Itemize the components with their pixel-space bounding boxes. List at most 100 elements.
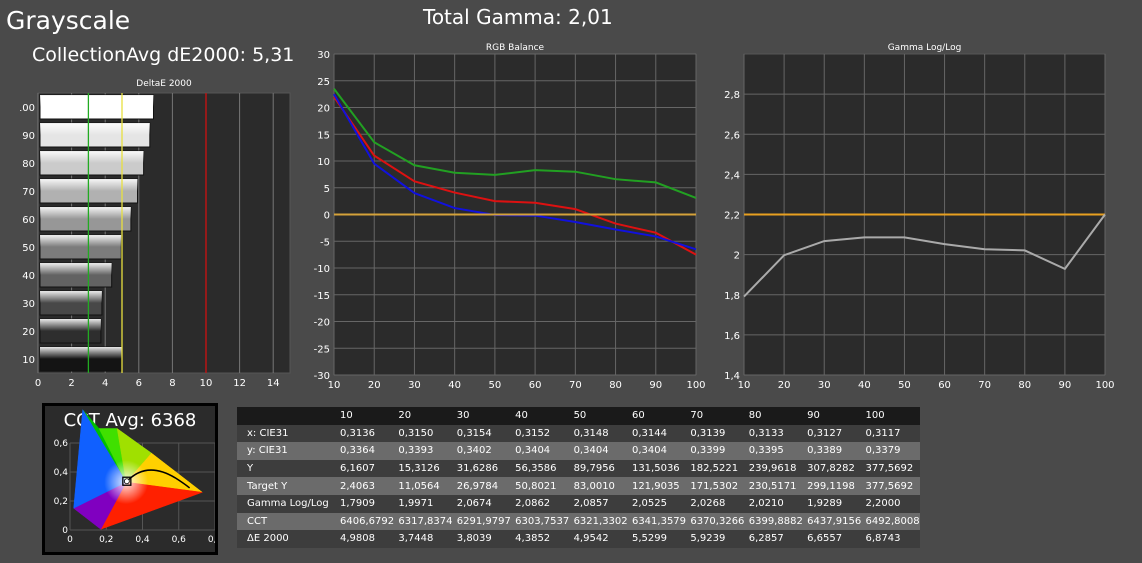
x-tick-label: 4 (102, 378, 108, 389)
table-cell: 83,0010 (569, 477, 628, 495)
column-header: 70 (686, 407, 745, 425)
chart-title: RGB Balance (486, 43, 545, 53)
table-cell: 2,2000 (861, 494, 920, 513)
table-cell: 0,3404 (569, 442, 628, 460)
rgb-balance-chart: RGB Balance302520151050-5-10-15-20-25-30… (314, 43, 706, 391)
y-tick-label: 2,2 (724, 211, 740, 222)
total-gamma: Total Gamma: 2,01 (423, 5, 613, 29)
x-tick-label: 30 (408, 380, 421, 391)
x-tick-label: 30 (818, 380, 831, 391)
table-cell: 1,9971 (394, 494, 453, 513)
table-cell: 6317,8374 (394, 512, 453, 531)
table-row: x: CIE31 0,3136 0,3150 0,3154 0,3152 0,3148 0,… (237, 424, 920, 443)
table-cell: 0,3404 (627, 442, 687, 460)
table-cell: 0,3127 (803, 424, 862, 443)
chart-title: Gamma Log/Log (888, 43, 962, 53)
row-label: Gamma Log/Log (237, 494, 336, 513)
bar-highlight (40, 235, 122, 259)
cie-chromaticity-chart: 0,6 0,4 0,2 00 0,2 0,4 0,6 0,8 (54, 408, 215, 545)
table-cell: 26,9784 (452, 477, 512, 495)
table-cell: 6399,8882 (744, 512, 804, 531)
row-label: ΔE 2000 (237, 530, 336, 548)
table-cell: 4,9542 (569, 530, 628, 548)
table-cell: 6492,8008 (861, 512, 920, 531)
x-tick-label: 0,6 (172, 535, 187, 545)
table-cell: 6341,3579 (627, 512, 687, 531)
table-cell: 2,0525 (627, 494, 687, 513)
y-tick-label: 70 (22, 187, 35, 198)
y-tick-label: 10 (317, 157, 330, 168)
x-tick-label: 90 (649, 380, 662, 391)
column-header: 10 (336, 407, 395, 425)
x-tick-label: 0,8 (208, 535, 215, 545)
table-cell: 171,5302 (686, 477, 745, 495)
table-cell: 2,0862 (511, 494, 570, 513)
y-tick-label: 0,2 (54, 497, 68, 507)
x-tick-label: 80 (609, 380, 622, 391)
x-tick-label: 60 (938, 380, 951, 391)
x-tick-label: 12 (233, 378, 246, 389)
gamma-chart: Gamma Log/Log 2,8 2,6 2,4 2,2 2 1,8 1,6 1,410 20 3… (724, 43, 1114, 391)
table-cell: 0,3154 (452, 424, 512, 443)
column-header: 90 (803, 407, 862, 425)
y-tick-label: 5 (324, 184, 330, 195)
table-row: y: CIE31 0,3364 0,3393 0,3402 0,3404 0,3404 0,… (237, 442, 920, 460)
measurement-table: 10 20 30 40 50 60 70 80 90 100 x: CIE31 0,3136 0,315… (237, 407, 920, 548)
y-tick-label: 30 (22, 299, 35, 310)
page-title: Grayscale (6, 6, 131, 35)
table-cell: 0,3152 (511, 424, 570, 443)
table-cell: 6,2857 (744, 530, 804, 548)
table-cell: 0,3150 (394, 424, 453, 443)
x-tick-label: 70 (978, 380, 991, 391)
table-cell: 6321,3302 (569, 512, 628, 531)
row-label: Target Y (237, 477, 336, 495)
table-row: Gamma Log/Log 1,7909 1,9971 2,0674 2,0862 2,0… (237, 494, 920, 513)
x-tick-label: 10 (200, 378, 213, 389)
y-tick-label: 90 (22, 131, 35, 142)
table-row: Target Y 2,4063 11,0564 26,9784 50,8021 83,00… (237, 477, 920, 495)
table-cell: 299,1198 (803, 477, 862, 495)
x-tick-label: 20 (778, 380, 791, 391)
column-header: 20 (394, 407, 453, 425)
x-tick-label: 60 (529, 380, 542, 391)
table-cell: 6291,9797 (452, 512, 512, 531)
y-tick-label: -10 (314, 264, 330, 275)
y-tick-label: 50 (22, 243, 35, 254)
table-cell: 2,0857 (569, 494, 628, 513)
table-header: 10 20 30 40 50 60 70 80 90 100 (237, 407, 920, 425)
table-cell: 2,0674 (452, 494, 512, 513)
x-tick-label: 10 (738, 380, 751, 391)
y-tick-label: 10 (22, 355, 35, 366)
x-tick-label: 70 (569, 380, 582, 391)
y-tick-label: -15 (314, 291, 330, 302)
average-delta-e: CollectionAvg dE2000: 5,31 (32, 44, 295, 66)
table-cell: 2,4063 (336, 477, 395, 495)
table-cell: 5,9239 (686, 530, 745, 548)
column-header: 30 (452, 407, 512, 425)
table-cell: 15,3126 (394, 459, 453, 478)
table-cell: 31,6286 (452, 459, 512, 478)
table-cell: 0,3404 (511, 442, 570, 460)
y-tick-label: 2,8 (724, 90, 740, 101)
table-cell: 6,6557 (803, 530, 862, 548)
measured-point (122, 476, 132, 486)
x-tick-label: 100 (686, 380, 705, 391)
y-tick-label: 100 (20, 103, 35, 114)
y-tick-label: 0 (62, 526, 68, 536)
x-tick-label: 80 (1018, 380, 1031, 391)
table-cell: 307,8282 (803, 459, 862, 478)
row-label: x: CIE31 (237, 424, 336, 443)
cct-panel: CCT Avg: 6368 0,60,40,2000,20,40,60,8 (42, 403, 218, 555)
series-line (333, 88, 697, 199)
x-tick-label: 8 (169, 378, 175, 389)
bar-highlight (40, 95, 154, 119)
table-cell: 377,5692 (861, 459, 920, 478)
table-cell: 131,5036 (627, 459, 687, 478)
bar-highlight (40, 207, 131, 231)
table-cell: 0,3379 (861, 442, 920, 460)
table-cell: 0,3389 (803, 442, 862, 460)
table-cell: 0,3393 (394, 442, 453, 460)
y-tick-label: 1,4 (724, 371, 740, 382)
y-tick-label: 0,6 (54, 439, 69, 449)
y-tick-label: 15 (317, 130, 330, 141)
